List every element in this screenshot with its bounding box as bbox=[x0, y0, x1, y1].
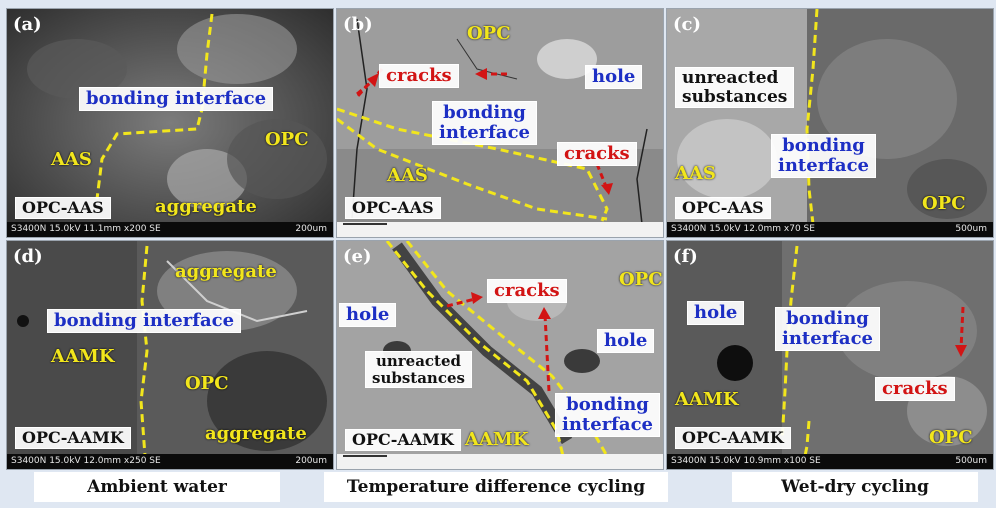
sample-label: OPC-AAS bbox=[15, 197, 111, 219]
label-cracks: cracks bbox=[487, 279, 567, 303]
label-line: interface bbox=[562, 413, 653, 435]
label-line: unreacted bbox=[375, 352, 462, 370]
sample-label: OPC-AAS bbox=[675, 197, 771, 219]
label-hole: hole bbox=[687, 301, 745, 325]
scale-bar bbox=[343, 455, 387, 457]
label-line: bonding bbox=[566, 394, 649, 415]
label-opc: OPC bbox=[265, 129, 309, 150]
label-cracks: cracks bbox=[875, 377, 955, 401]
label-bonding-interface: bonding interface bbox=[775, 307, 880, 351]
label-aamk: AAMK bbox=[675, 389, 739, 410]
annotation-layer-f bbox=[780, 245, 967, 457]
label-bonding-interface: bonding interface bbox=[555, 393, 660, 437]
label-bonding-interface: bonding interface bbox=[432, 101, 537, 145]
caption-ambient-water: Ambient water bbox=[34, 472, 280, 502]
label-line: substances bbox=[372, 368, 465, 387]
label-unreacted-substances: unreacted substances bbox=[365, 351, 472, 388]
label-aamk: AAMK bbox=[465, 429, 529, 450]
label-hole: hole bbox=[597, 329, 655, 353]
panel-letter: (d) bbox=[13, 246, 43, 267]
panel-letter: (c) bbox=[673, 14, 701, 35]
label-line: interface bbox=[439, 121, 530, 143]
sem-info-bar bbox=[337, 222, 663, 237]
sem-image-c bbox=[667, 9, 993, 237]
caption-wet-dry-cycling: Wet-dry cycling bbox=[732, 472, 978, 502]
panel-letter: (f) bbox=[673, 246, 698, 267]
sample-label: OPC-AAMK bbox=[345, 429, 461, 451]
scale-label: 200um bbox=[295, 224, 327, 234]
panel-d: (d) aggregate bonding interface AAMK OPC… bbox=[6, 240, 334, 470]
interface-line-a bbox=[95, 13, 214, 200]
label-opc: OPC bbox=[467, 23, 511, 44]
panel-b: (b) OPC cracks hole bonding interface cr… bbox=[336, 8, 664, 238]
label-hole: hole bbox=[585, 65, 643, 89]
label-bonding-interface: bonding interface bbox=[79, 87, 274, 111]
label-line: interface bbox=[778, 154, 869, 176]
sem-info: S3400N 15.0kV 11.1mm x200 SE bbox=[11, 224, 161, 234]
sem-info-bar: S3400N 15.0kV 12.0mm x250 SE 200um bbox=[7, 454, 333, 469]
sem-info: S3400N 15.0kV 12.0mm x250 SE bbox=[11, 456, 161, 466]
panel-e: (e) cracks OPC hole hole unreacted subst… bbox=[336, 240, 664, 470]
label-aamk: AAMK bbox=[51, 346, 115, 367]
label-opc: OPC bbox=[922, 193, 966, 214]
scale-label: 500um bbox=[955, 456, 987, 466]
sem-info: S3400N 15.0kV 10.9mm x100 SE bbox=[671, 456, 821, 466]
label-unreacted-substances: unreacted substances bbox=[675, 67, 795, 109]
label-aas: AAS bbox=[51, 149, 92, 170]
panel-letter: (e) bbox=[343, 246, 372, 267]
sem-image-d bbox=[7, 241, 333, 469]
label-opc: OPC bbox=[929, 427, 973, 448]
annotation-layer-b bbox=[337, 68, 613, 222]
label-aggregate: aggregate bbox=[205, 423, 307, 444]
label-cracks: cracks bbox=[379, 64, 459, 88]
panel-c: (c) unreacted substances bonding interfa… bbox=[666, 8, 994, 238]
sem-info: S3400N 15.0kV 12.0mm x70 SE bbox=[671, 224, 815, 234]
label-hole: hole bbox=[339, 303, 397, 327]
label-line: interface bbox=[782, 327, 873, 349]
scale-label: 500um bbox=[955, 224, 987, 234]
panel-letter: (b) bbox=[343, 14, 373, 35]
sem-info-bar: S3400N 15.0kV 11.1mm x200 SE 200um bbox=[7, 222, 333, 237]
label-line: bonding bbox=[782, 135, 865, 156]
label-aggregate: aggregate bbox=[175, 261, 277, 282]
sample-label: OPC-AAS bbox=[345, 197, 441, 219]
label-opc: OPC bbox=[619, 269, 663, 290]
label-line: bonding bbox=[443, 102, 526, 123]
label-aggregate: aggregate bbox=[155, 196, 257, 217]
interface-line-d bbox=[139, 245, 149, 457]
scale-bar bbox=[343, 223, 387, 225]
sem-info-bar: S3400N 15.0kV 12.0mm x70 SE 500um bbox=[667, 222, 993, 237]
label-line: substances bbox=[682, 86, 788, 107]
sample-label: OPC-AAMK bbox=[15, 427, 131, 449]
panel-letter: (a) bbox=[13, 14, 42, 35]
label-line: bonding bbox=[786, 308, 869, 329]
label-bonding-interface: bonding interface bbox=[47, 309, 242, 333]
sem-info-bar bbox=[337, 454, 663, 469]
panel-a: (a) bonding interface AAS OPC aggregate … bbox=[6, 8, 334, 238]
interface-line-c bbox=[805, 9, 819, 225]
scale-label: 200um bbox=[295, 456, 327, 466]
label-aas: AAS bbox=[675, 163, 716, 184]
sample-label: OPC-AAMK bbox=[675, 427, 791, 449]
caption-temperature-difference-cycling: Temperature difference cycling bbox=[324, 472, 668, 502]
label-cracks: cracks bbox=[557, 142, 637, 166]
label-bonding-interface: bonding interface bbox=[771, 134, 876, 178]
panel-f: (f) hole bonding interface cracks AAMK O… bbox=[666, 240, 994, 470]
label-line: unreacted bbox=[682, 68, 779, 88]
sem-info-bar: S3400N 15.0kV 10.9mm x100 SE 500um bbox=[667, 454, 993, 469]
label-opc: OPC bbox=[185, 373, 229, 394]
label-aas: AAS bbox=[387, 165, 428, 186]
